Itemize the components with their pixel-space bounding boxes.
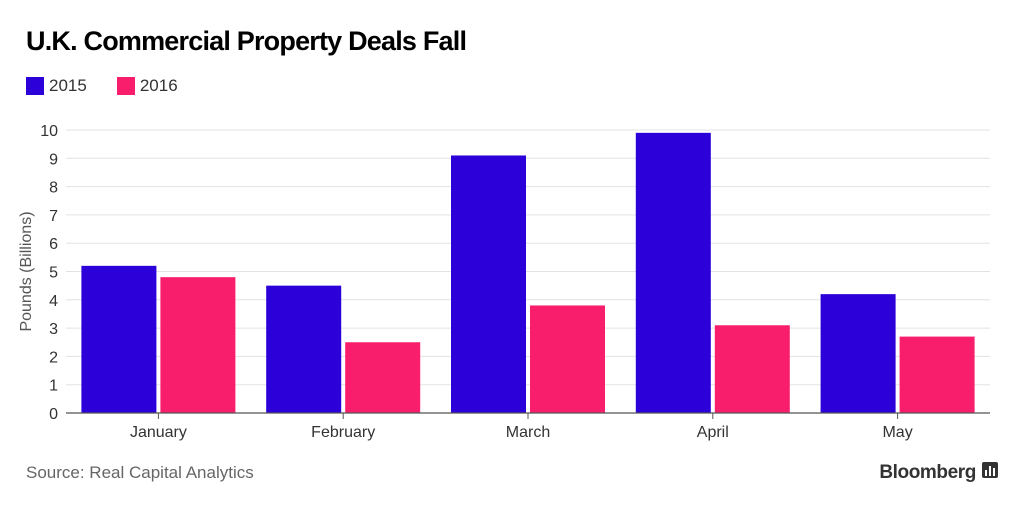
legend: 2015 2016 — [26, 76, 208, 96]
bar-2016-may — [899, 336, 975, 413]
bloomberg-terminal-icon — [982, 462, 998, 484]
y-tick-label: 0 — [49, 406, 58, 423]
x-tick-label: February — [311, 424, 375, 441]
y-tick-label: 8 — [49, 180, 58, 197]
y-tick-label: 3 — [49, 321, 58, 338]
legend-swatch-2015 — [26, 77, 44, 95]
y-tick-label: 9 — [49, 151, 58, 168]
legend-item-2016: 2016 — [116, 76, 178, 96]
y-tick-label: 10 — [40, 123, 58, 140]
bar-2015-may — [820, 294, 896, 413]
bar-2016-february — [345, 342, 421, 413]
bar-2016-april — [714, 325, 790, 413]
x-tick-label: January — [130, 424, 187, 441]
legend-label-2016: 2016 — [139, 76, 178, 95]
bar-2015-february — [266, 285, 342, 413]
y-tick-label: 5 — [49, 265, 58, 282]
bar-2016-march — [530, 305, 605, 413]
chart-title: U.K. Commercial Property Deals Fall — [26, 26, 467, 56]
bar-2015-march — [451, 155, 526, 413]
legend-swatch-2016 — [116, 77, 135, 95]
brand-name: Bloomberg — [879, 462, 976, 483]
y-tick-label: 2 — [49, 349, 58, 366]
bar-2015-april — [635, 132, 711, 413]
y-tick-label: 6 — [49, 236, 58, 253]
legend-label-2015: 2015 — [49, 76, 87, 95]
y-tick-label: 4 — [49, 293, 58, 310]
x-tick-label: March — [506, 424, 550, 441]
bar-2016-january — [160, 277, 236, 413]
y-axis-label: Pounds (Billions) — [18, 211, 35, 331]
y-tick-label: 1 — [49, 378, 58, 395]
x-tick-label: April — [697, 424, 729, 441]
source-note: Source: Real Capital Analytics — [26, 463, 254, 482]
legend-item-2015: 2015 — [26, 76, 87, 96]
brand-logo: Bloomberg — [879, 462, 998, 484]
y-tick-label: 7 — [49, 208, 58, 225]
bar-2015-january — [81, 265, 157, 413]
x-tick-label: May — [882, 424, 912, 441]
